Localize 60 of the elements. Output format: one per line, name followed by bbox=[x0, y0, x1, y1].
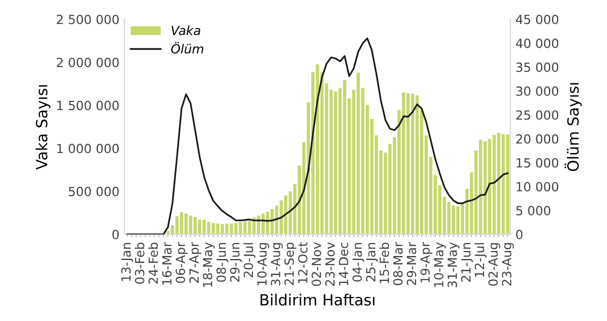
y2-tick-label: 45 000 bbox=[516, 14, 558, 24]
y2-tick-label: 10 000 bbox=[516, 182, 558, 192]
x-tick-label: 02-Nov bbox=[312, 242, 322, 286]
x-tick-label: 12-Jul bbox=[474, 243, 487, 277]
bar bbox=[334, 92, 338, 234]
x-tick-label: 31-Aug bbox=[270, 243, 283, 286]
legend-label: Vaka bbox=[172, 26, 200, 36]
x-tick-label: 20-Jul bbox=[243, 243, 256, 278]
x-tick-label: 06-Apr bbox=[176, 242, 188, 283]
line-series bbox=[126, 38, 509, 234]
y2-tick-label: 15 000 bbox=[516, 158, 558, 168]
x-axis-title: Bildirim Haftası bbox=[260, 294, 374, 306]
x-tick-label: 03-Feb bbox=[134, 242, 144, 284]
x-tick-label: 21-Jun bbox=[461, 243, 473, 282]
x-tick-label: 08-Mar bbox=[393, 242, 403, 286]
y-axis-title: Vaka Sayısı bbox=[36, 85, 50, 170]
x-tick-label: 31-May bbox=[448, 242, 460, 288]
x-tick-label: 10-Aug bbox=[257, 243, 270, 286]
x-tick-label: 02-Aug bbox=[488, 243, 500, 286]
y2-tick-label: 20 000 bbox=[516, 134, 558, 144]
x-tick-label: 29-Mar bbox=[406, 242, 416, 286]
x-tick-label: 23-Aug bbox=[502, 243, 514, 286]
y2-tick-label: 5 000 bbox=[516, 206, 550, 216]
x-tick-label: 27-Apr bbox=[189, 242, 202, 283]
bar bbox=[180, 212, 184, 234]
y-tick-label: 2 500 000 bbox=[56, 14, 119, 24]
y2-tick-label: 40 000 bbox=[516, 38, 558, 48]
y2-tick-label: 0 bbox=[516, 230, 522, 240]
bar bbox=[248, 220, 252, 234]
y2-axis-title: Ölüm Sayısı bbox=[564, 83, 582, 172]
x-tick-label: 19-Apr bbox=[420, 242, 432, 282]
y-tick-label: 1 500 000 bbox=[57, 100, 119, 110]
x-tick-label: 25-Jan bbox=[366, 243, 378, 282]
x-tick-label: 15-Feb bbox=[379, 242, 390, 284]
x-tick-label: 12-Oct bbox=[298, 242, 308, 283]
bar bbox=[184, 214, 188, 234]
x-tick-label: 10-May bbox=[434, 242, 446, 287]
x-tick-label: 21-Sep bbox=[284, 242, 296, 286]
x-tick-label: 29-Jun bbox=[230, 243, 242, 282]
x-tick-label: 18-May bbox=[202, 242, 215, 287]
x-tick-label: 13-Jan bbox=[121, 243, 134, 281]
y-tick-label: 1 000 000 bbox=[57, 144, 119, 154]
x-tick-label: 23-Nov bbox=[325, 242, 335, 286]
bar bbox=[478, 140, 482, 234]
x-tick-label: 16-Mar bbox=[162, 242, 172, 285]
bar bbox=[456, 206, 460, 234]
x-tick-label: 08-Jun bbox=[216, 243, 228, 282]
y2-tick-label: 35 000 bbox=[516, 62, 558, 72]
x-tick-label: 24-Feb bbox=[148, 242, 158, 284]
bar bbox=[402, 92, 406, 234]
bar bbox=[243, 222, 247, 234]
x-tick-label: 14-Dec bbox=[338, 242, 348, 286]
y-tick-label: 2 000 000 bbox=[56, 58, 119, 68]
y2-tick-label: 30 000 bbox=[516, 86, 558, 96]
legend-label: Ölüm bbox=[171, 42, 204, 54]
bar bbox=[406, 93, 410, 234]
y-tick-label: 500 000 bbox=[68, 186, 119, 196]
y2-tick-label: 25 000 bbox=[516, 110, 558, 120]
y-tick-label: 0 bbox=[112, 230, 119, 240]
x-tick-label: 04-Jan bbox=[352, 243, 364, 282]
